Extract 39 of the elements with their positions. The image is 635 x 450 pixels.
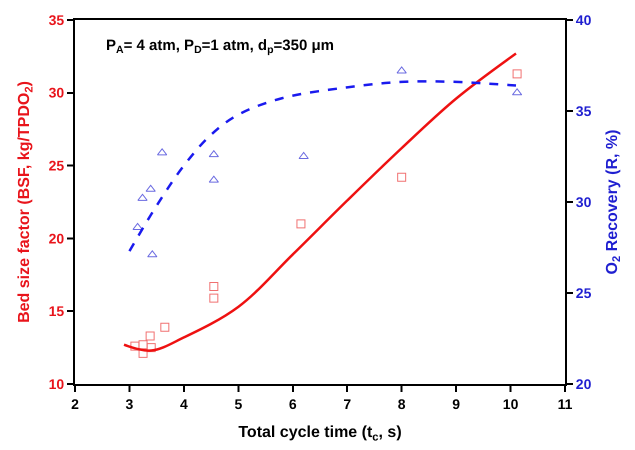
point <box>146 184 156 192</box>
y-tick-label: 25 <box>48 158 64 174</box>
point <box>208 150 219 158</box>
x-tick-label: 6 <box>288 396 297 412</box>
point <box>146 343 156 352</box>
y2-tick-label: 40 <box>576 12 592 28</box>
point <box>296 219 306 228</box>
x-tick-label: 7 <box>343 396 352 412</box>
x-axis-title: Total cycle time (t$_{c}$, s) <box>238 424 402 444</box>
point <box>397 172 406 182</box>
point <box>130 342 140 351</box>
x-tick-label: 10 <box>502 396 519 412</box>
point <box>146 331 155 340</box>
y-tick-label: 30 <box>48 84 64 101</box>
point <box>396 66 407 74</box>
point <box>512 69 522 78</box>
point <box>209 282 218 291</box>
y-tick-label: 15 <box>48 303 64 320</box>
x-tick-label: 9 <box>452 396 460 412</box>
y2-tick-label: 35 <box>576 102 592 119</box>
line-series <box>128 80 518 252</box>
y2-tick-label: 30 <box>576 194 592 210</box>
point <box>209 294 218 303</box>
point <box>138 340 148 350</box>
annotation: P$_{A}$= 4 atm, P$_{D}$=1 atm, d$_{p}$=350 μm <box>106 37 334 56</box>
x-tick-label: 8 <box>398 396 406 412</box>
x-tick-label: 3 <box>126 396 134 412</box>
x-tick-label: 11 <box>558 396 573 412</box>
y-tick-label: 20 <box>48 230 64 246</box>
point <box>160 322 170 332</box>
y2-tick-label: 25 <box>576 284 592 301</box>
y-tick-label: 35 <box>48 12 64 28</box>
y2-tick-label: 20 <box>576 376 592 392</box>
x-tick-label: 4 <box>180 396 188 412</box>
x-tick-label: 2 <box>71 396 80 412</box>
x-tick-label: 5 <box>234 396 242 412</box>
point <box>208 176 219 183</box>
point <box>147 250 158 258</box>
y-tick-label: 10 <box>48 376 64 392</box>
